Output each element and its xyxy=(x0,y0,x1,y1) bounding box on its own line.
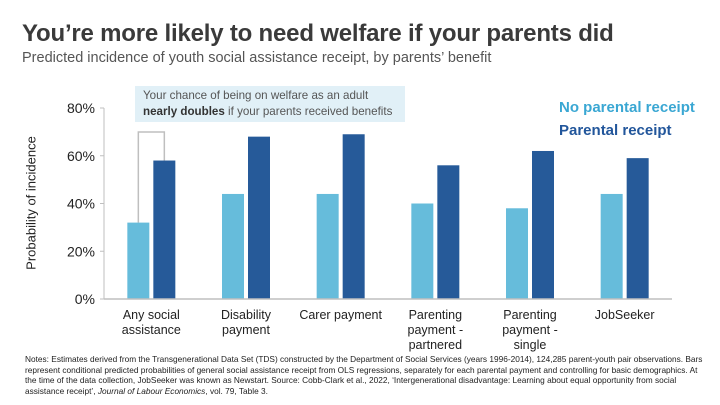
bar-parental-receipt xyxy=(342,134,365,299)
callout-line1: Your chance of being on welfare as an ad… xyxy=(143,89,369,102)
y-tick-label: 60% xyxy=(67,148,95,164)
x-tick-label: Disability payment xyxy=(221,308,272,337)
x-tick-label-line: Disability xyxy=(221,308,272,322)
bracket-line xyxy=(137,131,166,223)
bar-no-parental-receipt xyxy=(316,193,339,299)
legend: No parental receipt Parental receipt xyxy=(559,96,695,142)
legend-item-no-parental-receipt: No parental receipt xyxy=(559,99,695,116)
y-axis-label: Probability of incidence xyxy=(23,136,39,270)
callout-emphasis: nearly doubles xyxy=(143,105,225,118)
bar-no-parental-receipt xyxy=(127,222,150,299)
x-tick-label: JobSeeker xyxy=(595,308,655,322)
footnotes: Notes: Estimates derived from the Transg… xyxy=(25,354,705,396)
y-tick-label: 40% xyxy=(67,196,95,212)
x-tick-label-line: Any social xyxy=(123,308,180,322)
x-tick-label-line: payment - xyxy=(408,323,464,337)
bar-parental-receipt xyxy=(532,150,554,299)
x-tick-label-line: Parenting xyxy=(503,308,557,322)
x-tick-label-line: partnered xyxy=(409,338,463,352)
y-tick-label: 80% xyxy=(67,100,95,116)
callout-line2: nearly doubles if your parents received … xyxy=(143,104,405,120)
x-tick-label-line: single xyxy=(514,338,547,352)
x-tick-label-line: JobSeeker xyxy=(595,308,655,322)
x-tick-labels: Any social assistance Disability payment Car… xyxy=(122,308,655,352)
bars xyxy=(127,134,649,299)
x-tick-label-line: assistance xyxy=(122,323,181,337)
chart-title: You’re more likely to need welfare if yo… xyxy=(22,20,614,47)
notes-tail: , vol. 79, Table 3. xyxy=(205,385,268,396)
x-tick-label-line: Carer payment xyxy=(299,308,382,322)
legend-item-parental-receipt: Parental receipt xyxy=(559,122,672,139)
bar-parental-receipt xyxy=(626,158,649,299)
callout-rest: if your parents received benefits xyxy=(224,105,393,118)
bar-parental-receipt xyxy=(437,165,460,299)
bar-parental-receipt xyxy=(248,136,270,299)
y-tick-label: 0% xyxy=(75,291,95,307)
bar-no-parental-receipt xyxy=(600,193,623,299)
y-tick-labels: 0% 20% 40% 60% 80% xyxy=(67,100,104,307)
x-tick-label-line: payment - xyxy=(502,323,558,337)
comparison-bracket xyxy=(137,131,166,223)
chart-subtitle: Predicted incidence of youth social assi… xyxy=(22,50,492,66)
x-tick-label: Any social assistance xyxy=(122,308,181,337)
bar-no-parental-receipt xyxy=(222,193,244,299)
bar-no-parental-receipt xyxy=(506,208,528,299)
x-tick-label: Parenting payment -partnered xyxy=(408,308,464,352)
x-tick-label: Parenting payment -single xyxy=(502,308,558,352)
y-tick-label: 20% xyxy=(67,243,95,259)
bar-parental-receipt xyxy=(153,160,176,299)
x-tick-label: Carer payment xyxy=(299,308,382,322)
x-tick-label-line: Parenting xyxy=(409,308,463,322)
x-tick-label-line: payment xyxy=(222,323,270,337)
notes-text: Notes: Estimates derived from the Transg… xyxy=(25,354,703,396)
annotation-callout: Your chance of being on welfare as an ad… xyxy=(135,86,405,122)
bar-no-parental-receipt xyxy=(411,203,434,299)
notes-journal: Journal of Labour Economics xyxy=(97,385,206,396)
